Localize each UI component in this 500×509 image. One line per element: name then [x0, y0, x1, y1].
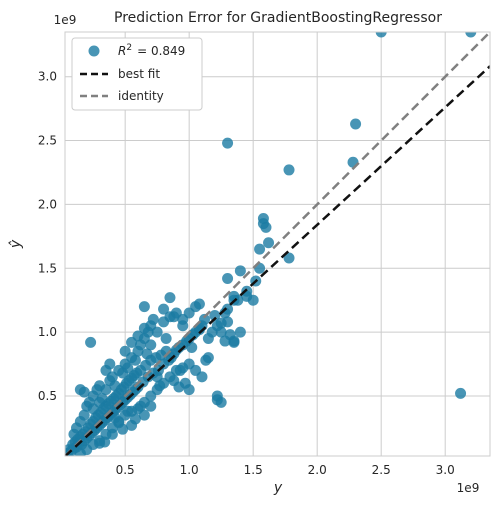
y-axis-label: ŷ: [8, 239, 24, 249]
data-point: [222, 272, 234, 284]
y-axis-exponent: 1e9: [54, 13, 77, 27]
fit-lines: [65, 32, 490, 456]
data-point: [375, 32, 387, 38]
data-point: [222, 137, 234, 149]
data-point: [254, 243, 266, 255]
data-point: [283, 252, 295, 264]
data-point: [147, 313, 159, 325]
legend-r2-rest: = 0.849: [137, 44, 185, 58]
data-point: [109, 412, 121, 424]
data-point: [193, 298, 205, 310]
data-point: [78, 409, 90, 421]
data-point: [151, 326, 163, 338]
data-point: [199, 313, 211, 325]
data-point: [151, 371, 163, 383]
data-point: [138, 322, 150, 334]
data-point: [145, 400, 157, 412]
data-point: [129, 354, 141, 366]
data-point: [350, 118, 362, 130]
data-point: [247, 294, 259, 306]
data-point: [164, 292, 176, 304]
legend-r2-base: R: [118, 44, 126, 58]
data-point: [104, 358, 116, 370]
data-point: [141, 348, 153, 360]
data-point: [109, 380, 121, 392]
best-fit-line: [65, 65, 490, 456]
x-tick-label: 2.5: [372, 463, 391, 477]
data-point: [135, 400, 147, 412]
data-point: [234, 265, 246, 277]
data-point: [215, 326, 227, 338]
x-tick-labels: 0.5 1.0 1.5 2.0 2.5 3.0: [116, 463, 455, 477]
x-tick-label: 2.0: [308, 463, 327, 477]
y-tick-label: 1.0: [38, 325, 57, 339]
legend-r2-sup: 2: [126, 43, 132, 53]
legend-identity-label: identity: [118, 89, 164, 103]
data-point: [222, 316, 234, 328]
data-point: [209, 310, 221, 322]
legend: R2 = 0.849 best fit identity: [71, 37, 203, 111]
data-point: [257, 218, 269, 230]
data-point: [158, 303, 170, 315]
data-point: [183, 384, 195, 396]
x-axis-label: y: [273, 480, 283, 496]
identity-line: [65, 32, 490, 456]
chart-title: Prediction Error for GradientBoostingReg…: [114, 10, 442, 26]
axes-frame: [64, 31, 491, 457]
data-point: [234, 326, 246, 338]
data-point: [283, 164, 295, 176]
data-point: [160, 333, 172, 345]
data-point: [138, 301, 150, 313]
data-point: [106, 428, 118, 440]
data-point: [154, 380, 166, 392]
x-tick-label: 1.5: [244, 463, 263, 477]
data-point: [78, 386, 90, 398]
data-point: [219, 335, 231, 347]
data-point: [85, 336, 97, 348]
data-point: [202, 352, 214, 364]
data-point: [122, 405, 134, 417]
x-tick-label: 1.0: [180, 463, 199, 477]
legend-marker: [88, 45, 100, 57]
data-point: [122, 362, 134, 374]
data-point: [174, 364, 186, 376]
legend-best-fit-label: best fit: [118, 67, 160, 81]
data-point: [129, 413, 141, 425]
data-point: [119, 345, 131, 357]
data-point: [465, 32, 477, 38]
y-tick-labels: 0.5 1.0 1.5 2.0 2.5 3.0: [38, 70, 57, 403]
data-point: [177, 320, 189, 332]
data-point: [94, 396, 106, 408]
y-tick-label: 0.5: [38, 389, 57, 403]
data-point: [455, 387, 467, 399]
data-point: [263, 237, 275, 249]
data-point: [173, 381, 185, 393]
data-point: [168, 311, 180, 323]
y-tick-label: 1.5: [38, 261, 57, 275]
y-tick-label: 3.0: [38, 70, 57, 84]
x-axis-exponent: 1e9: [457, 481, 480, 495]
legend-r2-label: R2 = 0.849: [118, 43, 185, 58]
data-point: [145, 339, 157, 351]
data-point: [186, 341, 198, 353]
data-point: [211, 394, 223, 406]
legend-box: [71, 37, 203, 111]
data-point: [222, 303, 234, 315]
y-tick-label: 2.5: [38, 134, 57, 148]
y-tick-label: 2.0: [38, 197, 57, 211]
data-point: [190, 364, 202, 376]
data-point: [99, 436, 111, 448]
x-tick-label: 0.5: [116, 463, 135, 477]
data-point: [132, 330, 144, 342]
data-point: [138, 409, 150, 421]
data-point: [228, 336, 240, 348]
x-tick-label: 3.0: [436, 463, 455, 477]
data-point: [100, 384, 112, 396]
